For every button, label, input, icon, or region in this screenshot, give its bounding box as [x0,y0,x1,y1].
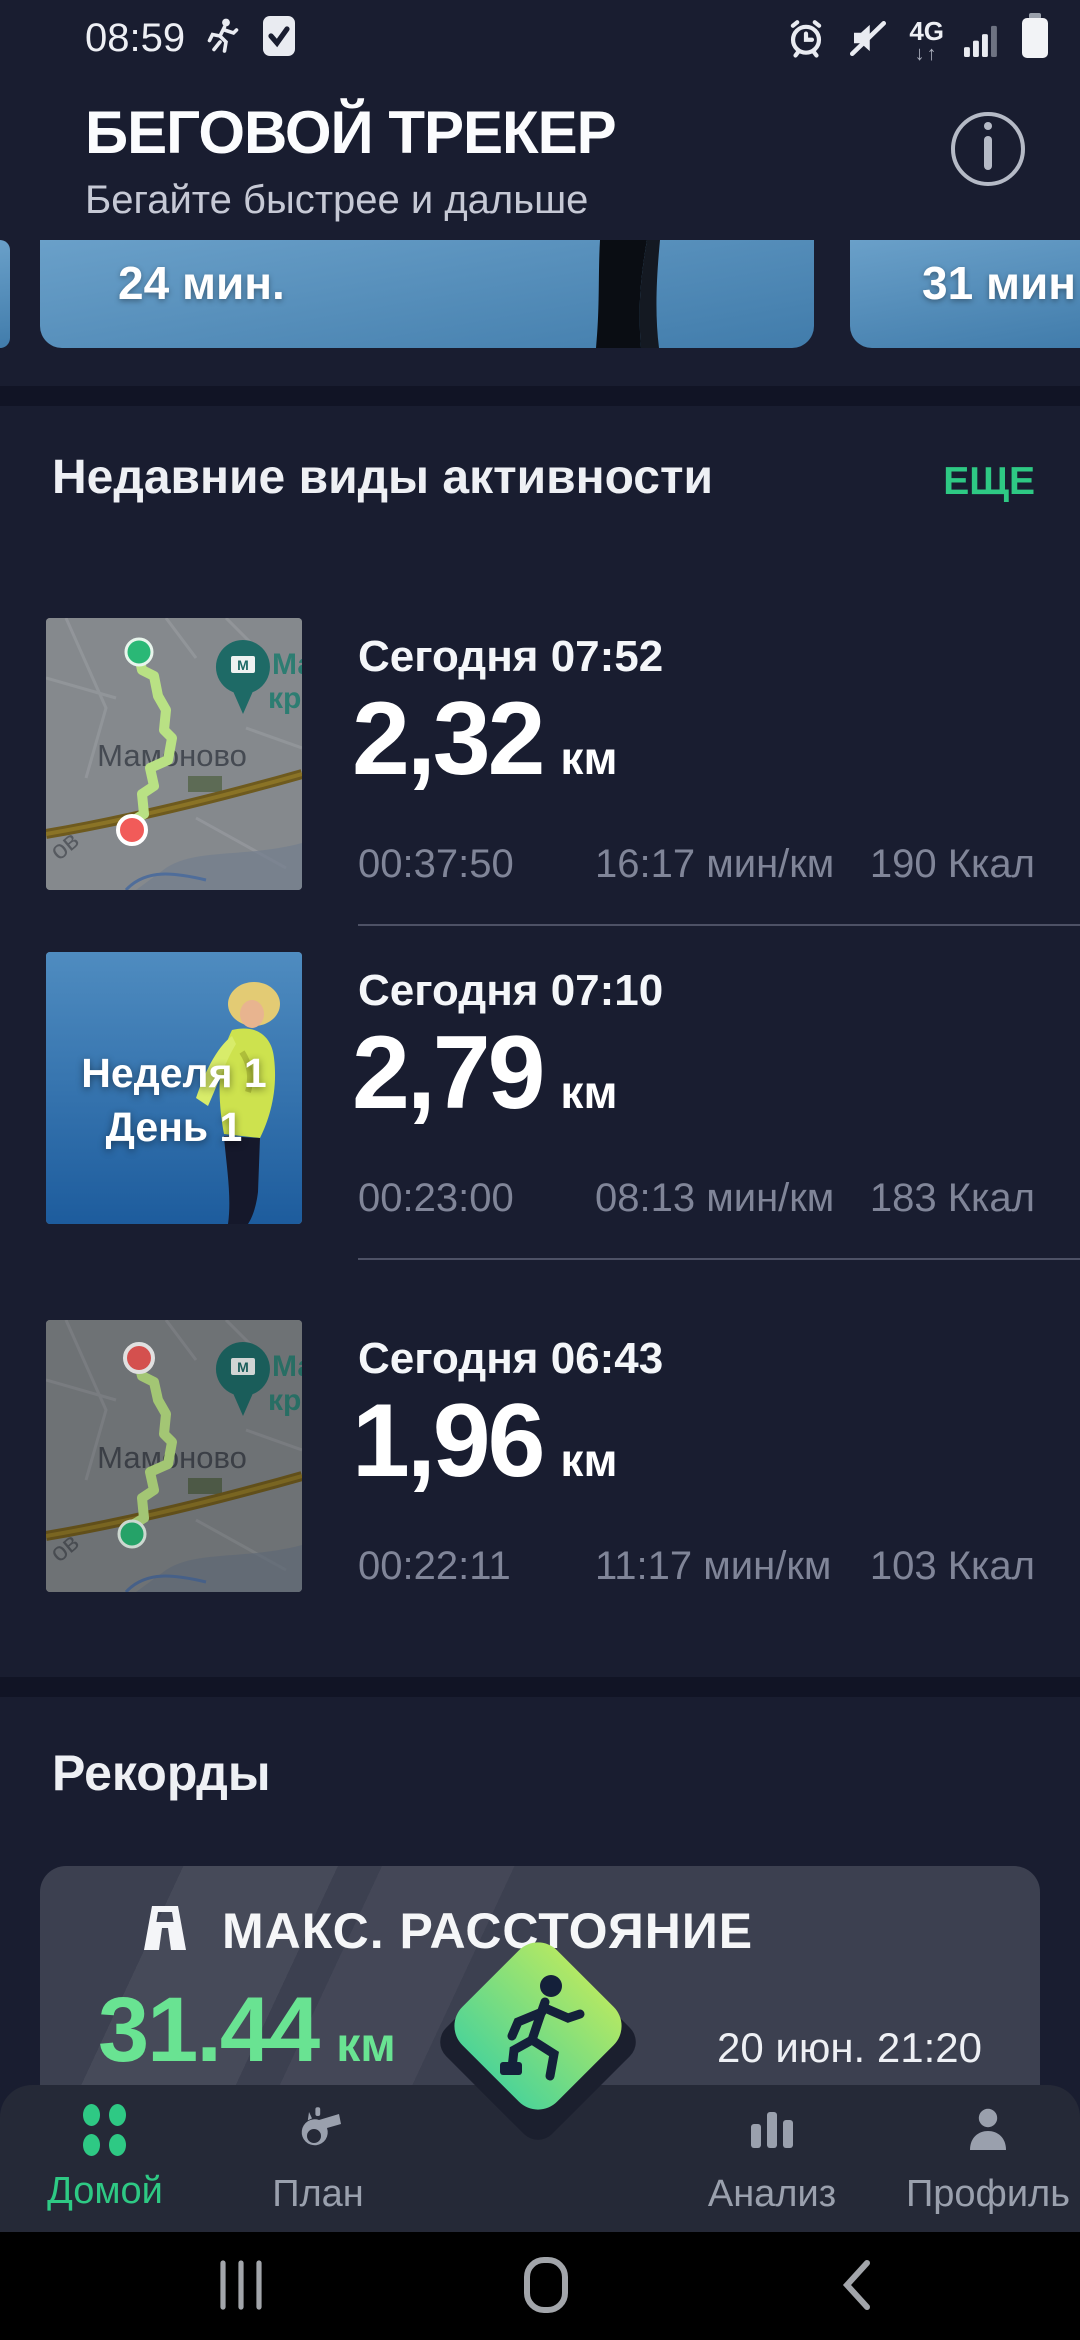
info-icon [984,122,992,170]
runner-photo-figure [196,982,280,1224]
signal-icon [964,19,1000,64]
map-poi-label2: кра [268,1384,302,1417]
record-label: МАКС. РАССТОЯНИЕ [222,1902,754,1959]
route-start-dot [123,1342,155,1374]
activity-row[interactable]: Мамоново ов M Ма кра Сегодня 06:43 1,96 … [0,1320,1080,1592]
android-navigation-bar [0,2232,1080,2340]
activity-calories: 183 Ккал [869,1176,1035,1220]
nav-item-home[interactable]: Домой [0,2085,215,2232]
section-divider [0,1677,1080,1697]
start-run-fab[interactable] [428,1916,648,2136]
page-subtitle: Бегайте быстрее и дальше [85,178,589,222]
workout-duration: 24 мин. [118,257,285,309]
workout-card-edge[interactable] [0,240,10,348]
activity-stats: 00:23:00 08:13 мин/км 183 Ккал [358,1176,1035,1226]
map-poi-label2: кра [268,682,302,715]
mute-icon [847,17,889,64]
workout-card-next[interactable]: 31 мин [850,240,1080,348]
activity-pace: 08:13 мин/км [595,1176,835,1220]
activity-time: Сегодня 07:10 [358,966,664,1015]
home-dots-icon [83,2104,127,2156]
training-plan-thumbnail: Неделя 1 День 1 [46,952,302,1224]
runner-leg-photo [596,240,660,348]
route-start-dot [124,637,154,667]
record-date: 20 июн. 21:20 [717,2024,982,2071]
route-map-thumbnail: Мамоново ов M Ма кра [46,618,302,890]
alarm-icon [785,17,827,64]
activity-row[interactable]: Неделя 1 День 1 Сегодня 07:10 2,79 км 00… [0,952,1080,1224]
records-title: Рекорды [52,1745,271,1801]
section-divider [0,386,1080,406]
map-poi-label: Ма [272,1350,302,1383]
workout-cards-carousel: 24 мин. 31 мин [0,240,1080,348]
home-icon [522,2255,570,2318]
activity-calories: 190 Ккал [869,842,1035,886]
nav-item-analysis[interactable]: Анализ [662,2085,882,2232]
status-time: 08:59 [85,15,186,60]
runner-activity-icon [205,16,241,61]
runner-icon [500,1975,585,2081]
museum-pin-icon: M [215,640,270,714]
recent-activities-title: Недавние виды активности [52,451,714,504]
activity-row[interactable]: Мамоново ов M Ма кра Сегодня 07:52 2,32 … [0,618,1080,890]
page-title: БЕГОВОЙ ТРЕКЕР [85,99,617,166]
profile-icon [961,2102,1015,2159]
more-button[interactable]: ЕЩЕ [943,460,1035,503]
activity-pace: 11:17 мин/км [595,1544,832,1588]
route-end-dot [117,1519,147,1549]
back-button[interactable] [777,2232,937,2340]
activity-duration: 00:37:50 [358,842,514,886]
activity-distance: 2,79 км [352,1015,618,1131]
nav-item-plan[interactable]: План [208,2085,428,2232]
activity-duration: 00:22:11 [358,1544,511,1588]
info-button[interactable] [951,112,1025,186]
museum-pin-icon: M [215,1342,270,1416]
activity-stats: 00:37:50 16:17 мин/км 190 Ккал [358,842,1035,892]
plan-week-label: Неделя 1 [81,1050,267,1096]
activity-distance: 2,32 км [352,681,618,797]
svg-text:M: M [237,657,249,673]
activity-pace: 16:17 мин/км [595,842,835,886]
task-checkbox-icon [261,14,297,63]
activity-time: Сегодня 07:52 [358,632,664,681]
workout-duration: 31 мин [922,257,1077,309]
workout-card[interactable]: 24 мин. [40,240,814,348]
activity-time: Сегодня 06:43 [358,1334,664,1383]
activity-distance: 1,96 км [352,1383,618,1499]
plan-day-label: День 1 [105,1104,243,1150]
whistle-icon [291,2102,345,2159]
svg-text:M: M [237,1359,249,1375]
home-button[interactable] [466,2232,626,2340]
record-value: 31.44 км [98,1979,396,2081]
route-end-dot [116,814,148,846]
back-icon [835,2257,879,2316]
recents-icon [213,2259,269,2314]
bar-chart-icon [745,2102,799,2159]
max-distance-icon [136,1900,194,1961]
activity-duration: 00:23:00 [358,1176,514,1220]
network-4g-icon: 4G ↓↑ [909,15,944,65]
battery-icon [1020,12,1050,64]
activity-stats: 00:22:11 11:17 мин/км 103 Ккал [358,1544,1035,1594]
row-divider [358,924,1080,926]
recents-button[interactable] [161,2232,321,2340]
route-map-thumbnail: Мамоново ов M Ма кра [46,1320,302,1592]
map-poi-label: Ма [272,648,302,681]
row-divider [358,1258,1080,1260]
status-bar: 08:59 4G [0,0,1080,70]
nav-item-profile[interactable]: Профиль [878,2085,1080,2232]
activity-calories: 103 Ккал [869,1544,1035,1588]
